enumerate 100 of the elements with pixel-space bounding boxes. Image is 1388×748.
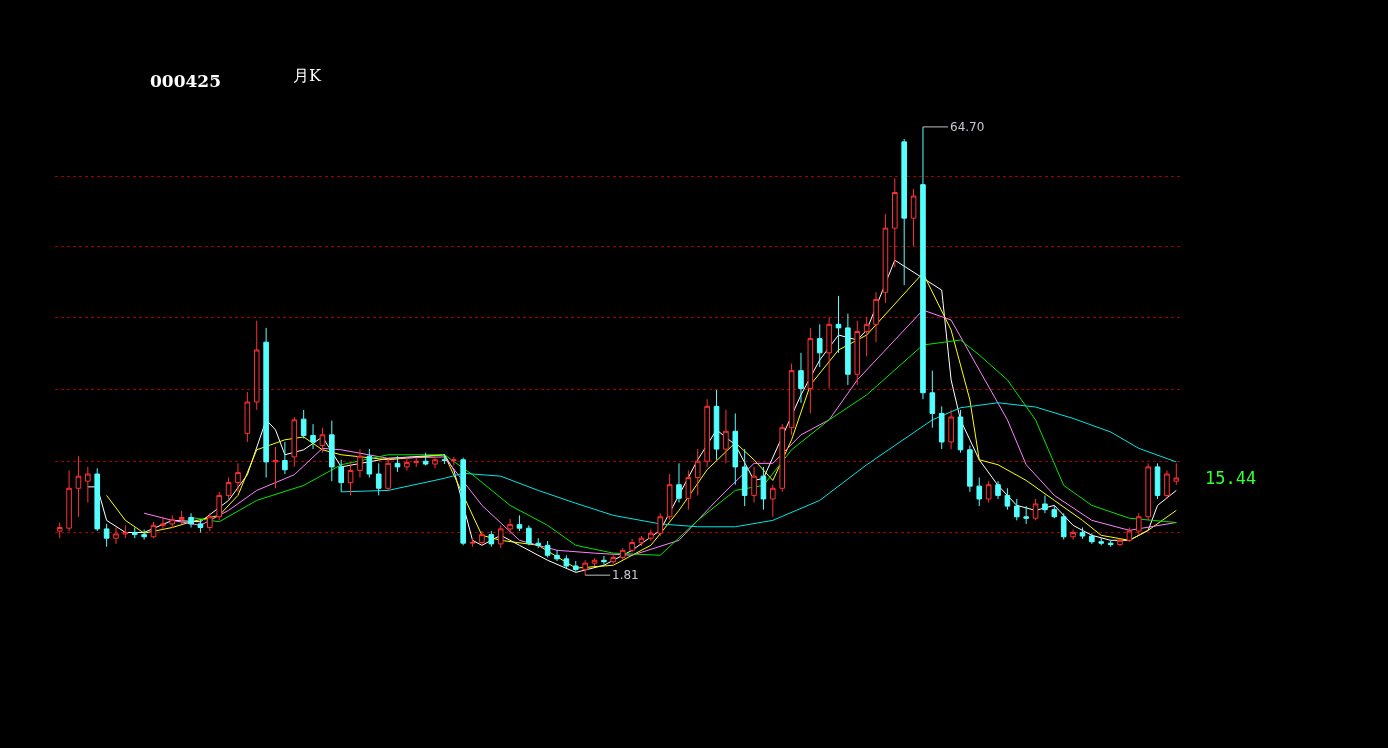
candlestick [544,540,551,558]
candlestick [1173,462,1180,486]
candlestick [732,412,739,486]
candlestick [1117,537,1123,547]
candlestick [1135,512,1142,536]
candlestick [1023,505,1029,525]
candlestick [535,537,542,549]
candlestick [422,452,429,466]
candlestick [967,445,973,493]
candlestick [770,484,776,518]
candlestick [835,295,842,354]
candlestick [676,462,682,504]
candlestick [516,514,523,532]
candlestick [235,462,241,493]
candlestick [1089,532,1095,545]
candlestick [826,316,832,389]
candlestick [1098,537,1105,546]
candlestick [704,398,710,468]
candlestick [1070,529,1076,541]
candlestick [366,448,373,479]
candlestick [807,327,814,414]
candlestick [554,549,560,562]
candlestick [188,512,194,528]
candlestick [666,473,673,521]
candlestick [1107,540,1114,548]
candlestick [375,462,382,496]
candlestick [526,524,532,546]
candlestick [694,448,701,496]
candlestick [85,466,91,504]
candlestick [1154,462,1161,500]
candlestick [291,416,298,468]
candlestick [385,459,391,491]
candlestick [751,466,757,504]
candlestick [1164,469,1170,500]
candlestick [892,177,898,268]
candlestick [282,441,288,475]
candlestick [582,559,588,576]
candlestick [75,455,82,518]
candlestick [572,560,579,573]
candlestick [141,529,147,541]
candlestick [882,213,889,304]
candlestick [122,524,129,539]
candlestick [113,526,119,545]
candlestick [948,409,954,450]
candlestick [488,530,495,548]
candlestick [432,455,438,469]
candlestick [1051,505,1058,519]
candlestick [56,522,63,539]
candlestick [760,466,767,511]
candlestick [66,469,72,532]
candlestick [657,512,664,537]
candlestick [910,188,917,247]
candlestick [460,457,466,546]
candlestick [272,446,279,489]
candlestick [197,519,204,533]
candlestick [723,409,729,464]
candlestick [601,555,607,566]
annotation: 1.81 [612,568,639,582]
candlestick [929,370,936,429]
candlestick [1079,526,1086,540]
candlestick [1004,487,1011,511]
text: 15.44 [1205,468,1257,488]
candlestick [985,480,992,504]
candlestick [1032,498,1039,521]
candlestick [225,477,232,500]
candlestick [413,457,420,468]
candlestick [957,409,964,454]
candlestick [394,455,401,473]
candlestick [178,510,185,525]
candlestick [94,467,101,532]
candlestick [244,391,251,443]
candlestick [479,530,485,546]
candlestick [338,459,344,493]
candlestick [779,423,786,493]
candlestick [788,363,795,436]
candlestick [798,352,804,404]
candlestick [629,538,635,553]
candlestick [845,313,851,386]
candlestick [648,529,654,542]
candlestick [103,523,110,548]
candlestick [610,554,617,565]
chart-title: 000425 [150,71,221,91]
candlestick [263,327,269,479]
candlestick [357,448,363,479]
candlestick [938,405,945,450]
candlestick [253,320,260,411]
candlestick [329,420,335,482]
candlestick [976,477,983,507]
candlestick [863,316,870,357]
candlestick [469,537,476,548]
candlestick [1013,498,1020,521]
candlestick [319,427,326,454]
candlestick [685,469,692,511]
candlestick [1126,526,1133,543]
candlestick [563,554,570,569]
candlestick [619,547,626,561]
candlestick [404,457,410,471]
candlestick [1145,462,1151,521]
candlestick [995,480,1001,500]
candlestick [207,512,213,532]
